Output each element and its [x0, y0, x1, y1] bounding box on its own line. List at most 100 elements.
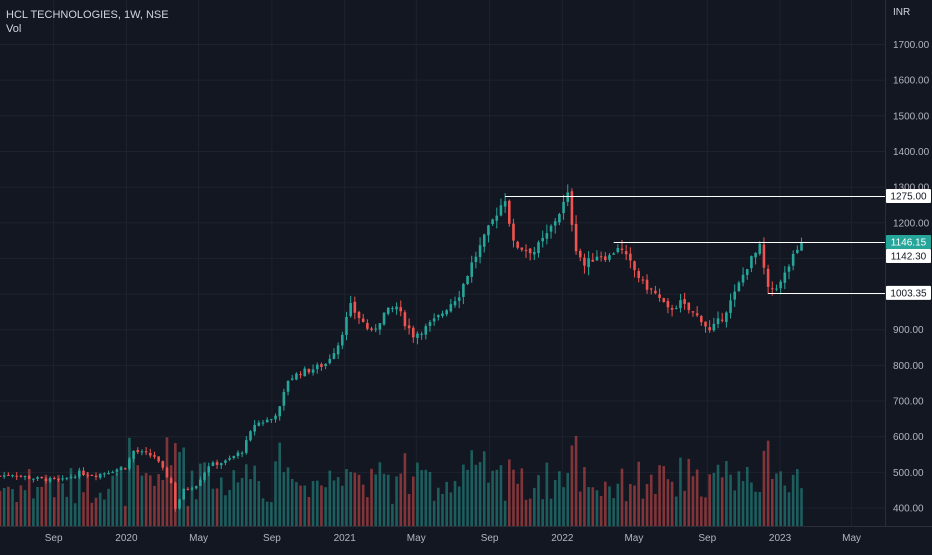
candle [153, 451, 156, 459]
volume-bar [662, 466, 666, 526]
candle [194, 485, 198, 490]
candle [604, 252, 607, 263]
candle [90, 474, 94, 477]
candle-body [336, 345, 340, 355]
candle [144, 447, 148, 456]
candle [219, 462, 223, 469]
candle [228, 455, 231, 462]
volume-indicator-label[interactable]: Vol [6, 23, 22, 35]
volume-bar [7, 486, 10, 526]
candle [349, 295, 352, 318]
y-tick-label: 1300.00 [893, 183, 930, 194]
volume-bar [144, 473, 148, 526]
candle-body [240, 452, 244, 454]
candle-body [457, 297, 461, 301]
candle-body [82, 470, 85, 476]
volume-bar [491, 470, 494, 526]
price-label-box [886, 285, 931, 300]
candle-body [48, 477, 52, 482]
volume-bar [453, 481, 457, 526]
volume-bar [57, 475, 60, 526]
candle [587, 251, 590, 276]
candle [123, 467, 127, 470]
candle [787, 264, 791, 280]
volume-bar [345, 468, 348, 526]
candle [683, 292, 686, 310]
volume-bar [683, 490, 686, 526]
candle-body [641, 279, 645, 281]
candle [245, 436, 248, 455]
candle [332, 348, 336, 360]
y-tick-label: 400.00 [893, 504, 924, 515]
candle-body [462, 283, 465, 298]
time-axis-panel[interactable] [0, 526, 932, 550]
y-tick-label: 1700.00 [893, 40, 930, 51]
candle-body [495, 215, 499, 221]
volume-bar [107, 488, 110, 526]
candle-body [11, 475, 14, 477]
candle [733, 284, 737, 308]
candle [236, 450, 240, 459]
volume-bar [503, 500, 507, 526]
volume-bar [324, 487, 327, 526]
volume-bar [136, 465, 140, 526]
candle [320, 362, 323, 371]
candle [491, 218, 494, 226]
candle [136, 447, 140, 455]
price-axis-panel[interactable] [885, 0, 932, 526]
volume-bar [48, 479, 52, 526]
candle [649, 287, 653, 295]
candle-body [295, 373, 298, 380]
candle-body [662, 298, 666, 302]
candle [286, 380, 290, 396]
volume-bar [261, 498, 265, 526]
volume-bar [720, 477, 724, 526]
volume-bar [0, 490, 2, 526]
candle [524, 244, 528, 258]
candle [203, 471, 206, 483]
candle-body [382, 312, 386, 325]
candle-body [349, 303, 352, 317]
candle [762, 237, 766, 275]
candle [570, 188, 574, 232]
candle-body [153, 455, 156, 457]
volume-bar [270, 502, 273, 526]
candle [315, 362, 319, 374]
candle-body [629, 253, 632, 261]
volume-bar [182, 447, 185, 526]
volume-bar [236, 482, 240, 526]
candle [240, 451, 244, 458]
volume-bar [770, 478, 774, 526]
candle [303, 366, 307, 377]
candle-body [144, 451, 148, 453]
volume-bar [307, 497, 311, 526]
volume-bar [679, 457, 682, 526]
candle [278, 406, 281, 421]
candle-body [562, 202, 565, 214]
candle-body [445, 310, 448, 315]
candle [616, 244, 620, 254]
candle-body [487, 225, 490, 236]
candle [566, 184, 570, 207]
volume-bar [637, 461, 640, 526]
candle-body [411, 327, 415, 338]
candle [52, 476, 56, 480]
candle [662, 297, 666, 303]
candle-body [775, 288, 778, 290]
candle-body [482, 234, 486, 247]
volume-bar [228, 489, 231, 526]
volume-bar [470, 450, 474, 526]
candle [528, 247, 532, 261]
candle [78, 467, 81, 480]
candle [395, 302, 398, 315]
candle-body [620, 248, 624, 250]
candle [207, 462, 211, 477]
candle [174, 481, 177, 512]
volume-bar [729, 474, 732, 526]
candle [487, 224, 490, 243]
candle [290, 374, 294, 381]
volume-bar [704, 497, 707, 526]
candle-body [507, 200, 511, 224]
volume-bar [783, 485, 787, 526]
volume-bar [482, 451, 486, 526]
